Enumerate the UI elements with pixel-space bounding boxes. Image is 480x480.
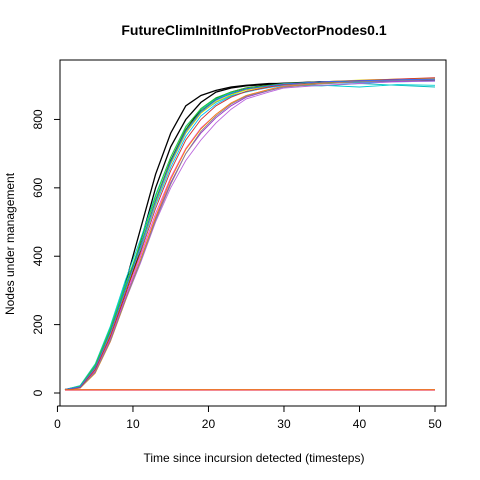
series-layer — [64, 77, 436, 391]
x-tick-label: 20 — [202, 417, 216, 431]
x-tick-label: 30 — [277, 417, 291, 431]
series-line-10 — [64, 80, 436, 391]
series-line-15 — [64, 77, 436, 391]
y-tick-label: 0 — [31, 389, 45, 396]
series-line-6 — [64, 80, 436, 391]
series-line-13 — [64, 78, 436, 391]
series-line-5 — [64, 84, 436, 391]
series-line-8 — [64, 78, 436, 391]
series-line-7 — [64, 79, 436, 391]
y-tick-label: 400 — [31, 246, 45, 266]
series-line-16 — [64, 78, 436, 391]
series-line-4 — [64, 83, 436, 391]
chart-title: FutureClimInitInfoProbVectorPnodes0.1 — [121, 22, 386, 38]
series-line-1 — [64, 79, 436, 391]
series-line-12 — [64, 78, 436, 391]
y-tick-label: 800 — [31, 109, 45, 129]
series-line-3 — [64, 79, 436, 391]
x-tick-label: 50 — [428, 417, 442, 431]
y-axis-label: Nodes under management — [3, 172, 17, 315]
y-tick-label: 600 — [31, 178, 45, 198]
series-line-2 — [64, 78, 436, 391]
series-line-11 — [64, 79, 436, 391]
x-tick-label: 0 — [54, 417, 61, 431]
series-line-9 — [64, 77, 436, 391]
x-axis-label: Time since incursion detected (timesteps… — [144, 451, 365, 465]
y-tick-label: 200 — [31, 314, 45, 334]
y-axis: 0 200 400 600 800 — [31, 109, 61, 396]
plot-frame — [59, 59, 447, 407]
x-axis: 0 10 20 30 40 50 — [54, 405, 442, 431]
series-line-14 — [64, 79, 436, 391]
x-tick-label: 40 — [353, 417, 367, 431]
x-tick-label: 10 — [126, 417, 140, 431]
